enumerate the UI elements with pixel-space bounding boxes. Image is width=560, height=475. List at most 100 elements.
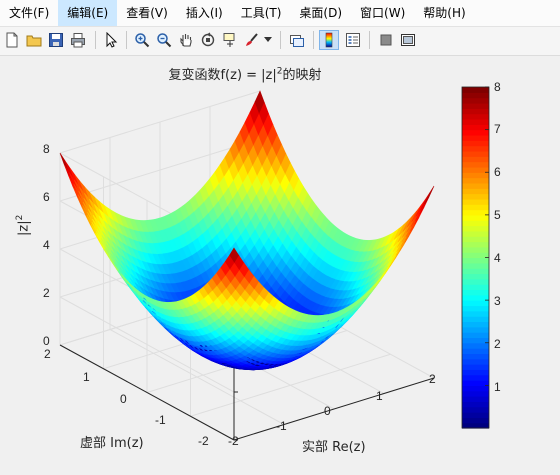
toolbar-separator bbox=[95, 31, 96, 49]
zoom-out-icon[interactable] bbox=[154, 30, 174, 50]
legend-icon[interactable] bbox=[343, 30, 363, 50]
rotate-3d-icon[interactable] bbox=[198, 30, 218, 50]
menu-insert[interactable]: 插入(I) bbox=[185, 6, 223, 20]
zoom-in-icon[interactable] bbox=[132, 30, 152, 50]
z-tick-label: 2 bbox=[43, 286, 50, 300]
z-tick-label: 4 bbox=[43, 238, 50, 252]
colorbar-swatch bbox=[462, 273, 489, 280]
x-tick-label: 2 bbox=[429, 372, 436, 386]
colorbar-swatch bbox=[462, 316, 489, 323]
colorbar-swatch bbox=[462, 172, 489, 179]
colorbar-swatch bbox=[462, 284, 489, 291]
colorbar-swatch bbox=[462, 92, 489, 99]
menu-tools[interactable]: 工具(T) bbox=[240, 6, 282, 20]
colorbar-swatch bbox=[462, 321, 489, 328]
colorbar-swatch bbox=[462, 225, 489, 232]
menu-desktop[interactable]: 桌面(D) bbox=[299, 6, 343, 20]
y-axis-line bbox=[59, 344, 235, 441]
x-tick-label: 0 bbox=[324, 404, 331, 418]
colorbar[interactable] bbox=[461, 86, 490, 429]
colorbar-swatch bbox=[462, 396, 489, 402]
colorbar-swatch bbox=[462, 129, 489, 136]
colorbar-swatch bbox=[462, 113, 489, 120]
colorbar-tick-label: 5 bbox=[494, 208, 501, 222]
toolbar-separator bbox=[313, 31, 314, 49]
colorbar-swatch bbox=[462, 150, 489, 157]
surface-patch bbox=[424, 185, 435, 205]
z-tick-label: 8 bbox=[43, 142, 50, 156]
colorbar-swatch bbox=[462, 390, 489, 397]
z-tick-label: 0 bbox=[43, 334, 50, 348]
colorbar-swatch bbox=[462, 310, 489, 317]
colorbar-swatch bbox=[462, 369, 489, 376]
pointer-icon[interactable] bbox=[101, 30, 121, 50]
colorbar-swatch bbox=[462, 278, 489, 285]
colorbar-swatch bbox=[462, 198, 489, 205]
open-folder-icon[interactable] bbox=[24, 30, 44, 50]
colorbar-tick-label: 7 bbox=[494, 122, 501, 136]
new-figure-icon[interactable] bbox=[2, 30, 22, 50]
data-cursor-icon[interactable] bbox=[220, 30, 240, 50]
colorbar-swatch bbox=[462, 161, 489, 168]
colorbar-swatch bbox=[462, 348, 489, 355]
plot-title: 复变函数f(z) = |z|2的映射 bbox=[168, 66, 322, 83]
surface-axes[interactable] bbox=[59, 90, 435, 441]
colorbar-swatch bbox=[462, 412, 489, 418]
pan-icon[interactable] bbox=[176, 30, 196, 50]
colorbar-swatch bbox=[462, 177, 489, 184]
colorbar-swatch bbox=[462, 220, 489, 227]
menu-edit[interactable]: 编辑(E) bbox=[58, 0, 118, 26]
colorbar-swatch bbox=[462, 422, 489, 429]
colorbar-swatch bbox=[462, 236, 489, 243]
colorbar-swatch bbox=[462, 124, 489, 131]
colorbar-swatch bbox=[462, 140, 489, 147]
menu-help[interactable]: 帮助(H) bbox=[423, 6, 466, 20]
colorbar-swatch bbox=[462, 364, 489, 370]
y-tick-label: 1 bbox=[83, 370, 90, 384]
colorbar-tick-label: 8 bbox=[494, 80, 501, 94]
colorbar-swatch bbox=[462, 193, 489, 200]
colorbar-swatch bbox=[462, 300, 489, 307]
colorbar-swatch bbox=[462, 353, 489, 360]
figure-canvas bbox=[59, 86, 490, 441]
colorbar-swatch bbox=[462, 380, 489, 386]
colorbar-swatch bbox=[462, 156, 489, 163]
colorbar-tick-label: 6 bbox=[494, 165, 501, 179]
menu-file[interactable]: 文件(F) bbox=[9, 6, 50, 20]
colorbar-swatch bbox=[462, 87, 489, 93]
toolbar bbox=[0, 27, 560, 56]
colorbar-swatch bbox=[462, 406, 489, 413]
link-plot-icon[interactable] bbox=[287, 30, 307, 50]
save-icon[interactable] bbox=[46, 30, 66, 50]
hide-plot-tools-icon[interactable] bbox=[376, 30, 396, 50]
menu-window[interactable]: 窗口(W) bbox=[360, 6, 406, 20]
colorbar-swatch bbox=[462, 118, 489, 125]
colorbar-swatch bbox=[462, 289, 489, 296]
x-tick-label: -2 bbox=[228, 434, 239, 448]
surface-plot bbox=[59, 90, 435, 371]
x-axis-line bbox=[233, 377, 435, 441]
show-plot-tools-icon[interactable] bbox=[398, 30, 418, 50]
colorbar-swatch bbox=[462, 214, 489, 221]
menu-bar: 文件(F) 编辑(E) 查看(V) 插入(I) 工具(T) 桌面(D) 窗口(W… bbox=[0, 0, 560, 27]
colorbar-swatch bbox=[462, 326, 489, 333]
colorbar-swatch bbox=[462, 166, 489, 173]
toolbar-separator bbox=[280, 31, 281, 49]
y-tick-label: 2 bbox=[44, 347, 51, 361]
colorbar-swatch bbox=[462, 374, 489, 381]
toolbar-separator bbox=[369, 31, 370, 49]
colorbar-swatch bbox=[462, 401, 489, 408]
colorbar-tick-label: 2 bbox=[494, 337, 501, 351]
colorbar-icon[interactable] bbox=[319, 30, 339, 50]
colorbar-swatch bbox=[462, 134, 489, 141]
menu-view[interactable]: 查看(V) bbox=[126, 6, 168, 20]
colorbar-swatch bbox=[462, 188, 489, 195]
colorbar-tick-label: 1 bbox=[494, 380, 501, 394]
colorbar-swatch bbox=[462, 262, 489, 269]
colorbar-swatch bbox=[462, 209, 489, 216]
print-icon[interactable] bbox=[68, 30, 88, 50]
chevron-down-icon[interactable] bbox=[262, 30, 274, 50]
brush-icon[interactable] bbox=[242, 30, 262, 50]
colorbar-swatch bbox=[462, 102, 489, 109]
colorbar-swatch bbox=[462, 385, 489, 392]
